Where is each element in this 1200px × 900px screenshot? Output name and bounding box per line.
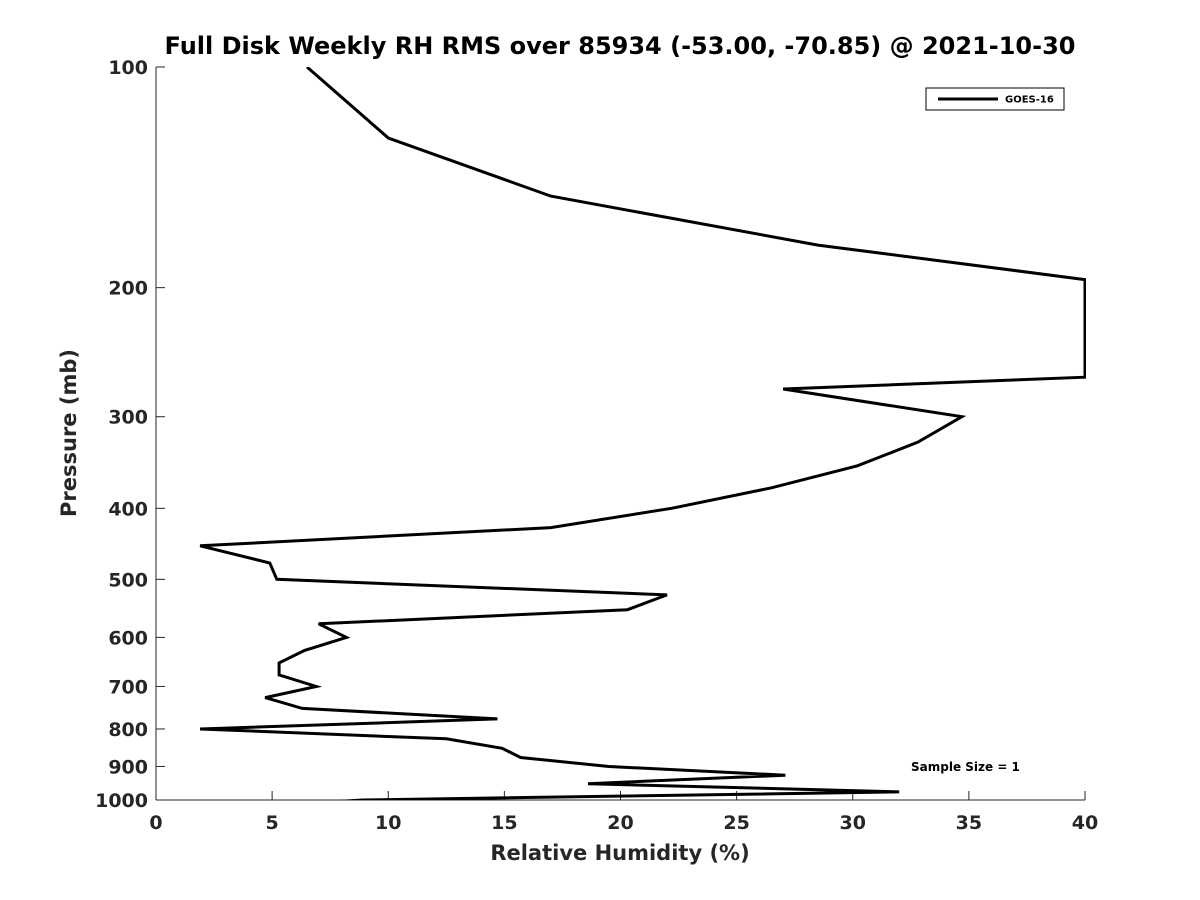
chart-title: Full Disk Weekly RH RMS over 85934 (-53.… (165, 32, 1076, 60)
y-axis-label: Pressure (mb) (57, 349, 81, 517)
y-tick-label: 600 (108, 627, 148, 649)
y-tick-label: 200 (108, 278, 148, 300)
x-tick-label: 15 (491, 812, 517, 834)
x-axis-ticks: 0 5 10 15 20 25 30 35 40 (149, 791, 1098, 834)
x-axis-label: Relative Humidity (%) (490, 841, 749, 865)
y-tick-label: 100 (108, 57, 148, 79)
x-tick-label: 20 (607, 812, 633, 834)
x-tick-label: 40 (1072, 812, 1098, 834)
x-tick-label: 0 (149, 812, 162, 834)
y-axis-ticks: 100 200 300 400 500 600 700 800 900 1000 (95, 57, 165, 812)
y-tick-label: 800 (108, 719, 148, 741)
series-layer (199, 67, 1086, 800)
legend-label-goes-16: GOES-16 (1005, 95, 1054, 106)
y-tick-label: 300 (108, 407, 148, 429)
sample-size-annotation: Sample Size = 1 (911, 760, 1020, 774)
x-tick-label: 25 (723, 812, 749, 834)
y-tick-label: 1000 (95, 790, 148, 812)
y-tick-label: 400 (108, 498, 148, 520)
y-tick-label: 700 (108, 676, 148, 698)
x-tick-label: 30 (840, 812, 866, 834)
x-tick-label: 5 (266, 812, 279, 834)
x-tick-label: 10 (375, 812, 401, 834)
series-line-goes-16 (199, 67, 1086, 800)
y-tick-label: 500 (108, 569, 148, 591)
y-tick-label: 900 (108, 756, 148, 778)
x-tick-label: 35 (956, 812, 982, 834)
legend: GOES-16 (925, 87, 1065, 111)
